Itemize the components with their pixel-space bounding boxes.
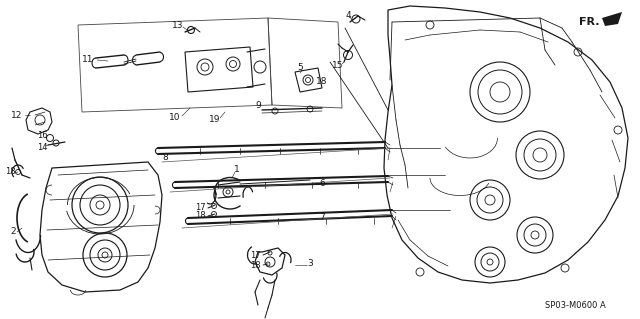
Text: 2: 2 bbox=[10, 227, 16, 236]
Text: 1: 1 bbox=[234, 166, 240, 174]
Text: SP03-M0600 A: SP03-M0600 A bbox=[545, 300, 605, 309]
Text: 18: 18 bbox=[195, 211, 205, 220]
Text: 11: 11 bbox=[83, 56, 93, 64]
Text: FR.: FR. bbox=[579, 17, 600, 27]
Text: 9: 9 bbox=[255, 101, 261, 110]
Text: 8: 8 bbox=[162, 152, 168, 161]
Text: 4: 4 bbox=[345, 11, 351, 20]
Text: 18: 18 bbox=[4, 167, 15, 176]
Text: 5: 5 bbox=[297, 63, 303, 72]
Text: 17: 17 bbox=[250, 250, 260, 259]
Text: 6: 6 bbox=[319, 179, 325, 188]
Text: 18: 18 bbox=[316, 78, 328, 86]
Text: 15: 15 bbox=[332, 61, 344, 70]
Text: 14: 14 bbox=[36, 143, 47, 152]
Text: 10: 10 bbox=[169, 114, 180, 122]
Polygon shape bbox=[602, 12, 622, 26]
Text: 17: 17 bbox=[195, 204, 205, 212]
Text: 7: 7 bbox=[319, 213, 325, 222]
Text: 13: 13 bbox=[172, 21, 184, 31]
Text: 16: 16 bbox=[36, 131, 47, 140]
Text: 19: 19 bbox=[209, 115, 221, 124]
Text: 3: 3 bbox=[307, 258, 313, 268]
Text: 18: 18 bbox=[250, 261, 260, 270]
Text: 12: 12 bbox=[11, 110, 22, 120]
